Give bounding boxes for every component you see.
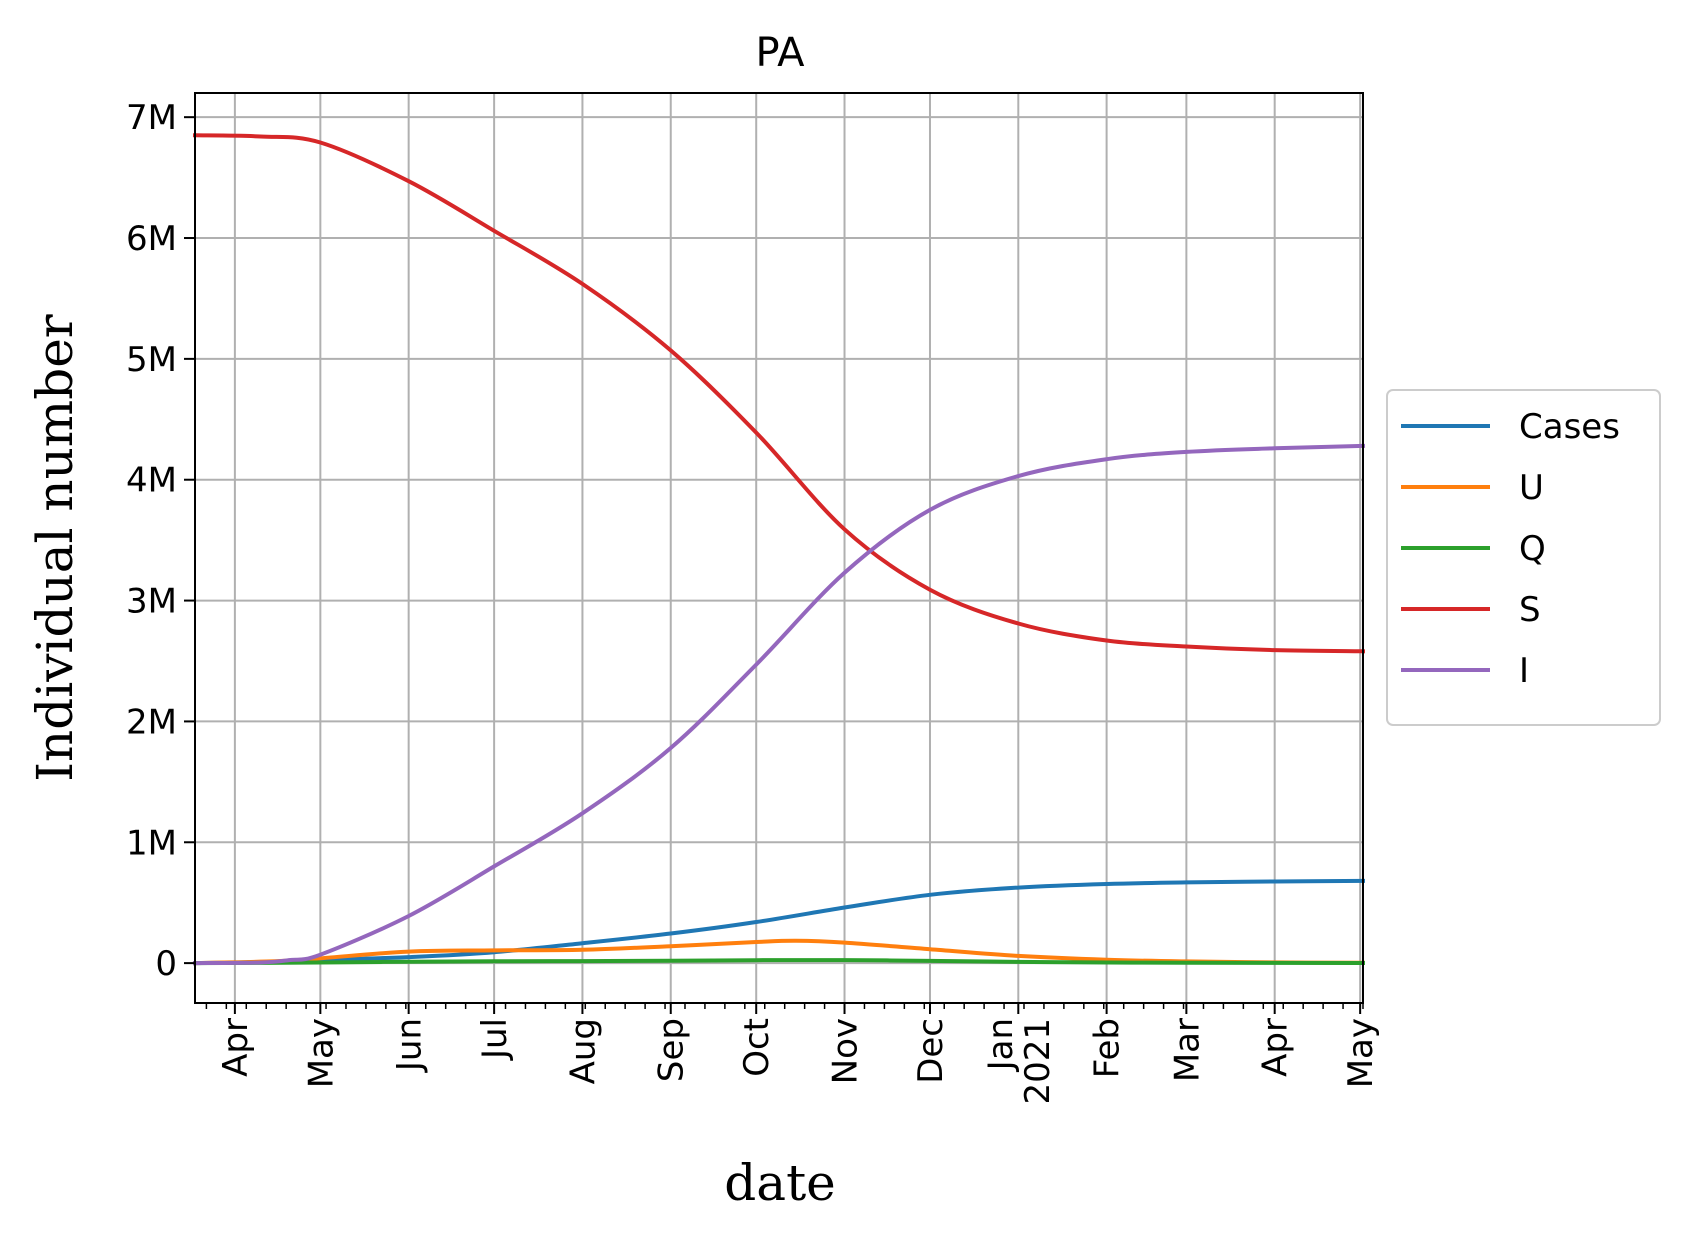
series-line-cases (192, 878, 1366, 966)
x-tick-label-line: Dec (911, 1018, 951, 1084)
x-tick-label: Nov (826, 1018, 866, 1084)
plot-frame (194, 92, 1364, 1004)
grid (195, 93, 1363, 1003)
y-axis-ticks: 0 1M 2M 3M 4M 5M 6M 7M (126, 98, 195, 984)
legend-label-i: I (1519, 651, 1529, 691)
x-tick-label: Jan2021 (981, 1018, 1058, 1105)
x-axis-label: date (724, 1154, 836, 1212)
y-tick-label: 5M (126, 340, 177, 380)
x-tick-label: Feb (1088, 1018, 1128, 1078)
legend-label-q: Q (1519, 529, 1546, 569)
y-tick-label: 6M (126, 219, 177, 259)
series-line-q (192, 958, 1366, 966)
x-tick-label: Sep (652, 1018, 692, 1082)
y-tick-label: 1M (126, 823, 177, 863)
x-tick-label-line: May (1341, 1018, 1381, 1088)
y-tick-label: 7M (126, 98, 177, 138)
y-tick-label: 0 (155, 944, 177, 984)
x-tick-label: May (1341, 1018, 1381, 1088)
x-tick-label: Apr (1256, 1018, 1296, 1077)
series-line-i (192, 443, 1366, 966)
y-tick-label: 4M (126, 461, 177, 501)
x-tick-label: Jul (475, 1018, 515, 1061)
series-lines (192, 133, 1366, 966)
x-tick-label-line: Oct (737, 1018, 777, 1077)
x-tick-label-line: Jan (981, 1018, 1021, 1072)
x-tick-label-line: Mar (1167, 1018, 1207, 1082)
x-tick-label: Mar (1167, 1018, 1207, 1082)
x-tick-label-line: Feb (1088, 1018, 1128, 1078)
x-tick-label-line: Apr (1256, 1018, 1296, 1077)
chart-title: PA (756, 30, 806, 76)
x-tick-label: May (301, 1018, 341, 1088)
legend-label-u: U (1519, 468, 1544, 508)
x-tick-label: Oct (737, 1018, 777, 1077)
x-tick-label-line: Aug (563, 1018, 603, 1084)
x-tick-label: Aug (563, 1018, 603, 1084)
x-tick-label-line: Jul (475, 1018, 515, 1061)
x-tick-label-line: Sep (652, 1018, 692, 1082)
y-tick-label: 3M (126, 582, 177, 622)
legend-box (1386, 389, 1661, 726)
x-axis-ticks: Apr May Jun Jul Aug Sep Oct Nov Dec Jan2021 Feb Mar… (205, 1003, 1381, 1105)
y-axis-label: Individual number (26, 314, 84, 782)
x-tick-label: Jun (390, 1018, 430, 1073)
legend-label-s: S (1519, 590, 1541, 630)
legend-label-cases: Cases (1519, 407, 1620, 447)
x-tick-label-line: May (301, 1018, 341, 1088)
x-tick-label-line: Apr (216, 1018, 256, 1077)
x-tick-label-line: Nov (826, 1018, 866, 1084)
x-tick-label-line: Jun (390, 1018, 430, 1073)
y-tick-label: 2M (126, 702, 177, 742)
series-line-s (192, 133, 1366, 654)
x-tick-label: Apr (216, 1018, 256, 1077)
x-tick-label: Dec (911, 1018, 951, 1084)
x-tick-label-line: 2021 (1018, 1018, 1058, 1105)
